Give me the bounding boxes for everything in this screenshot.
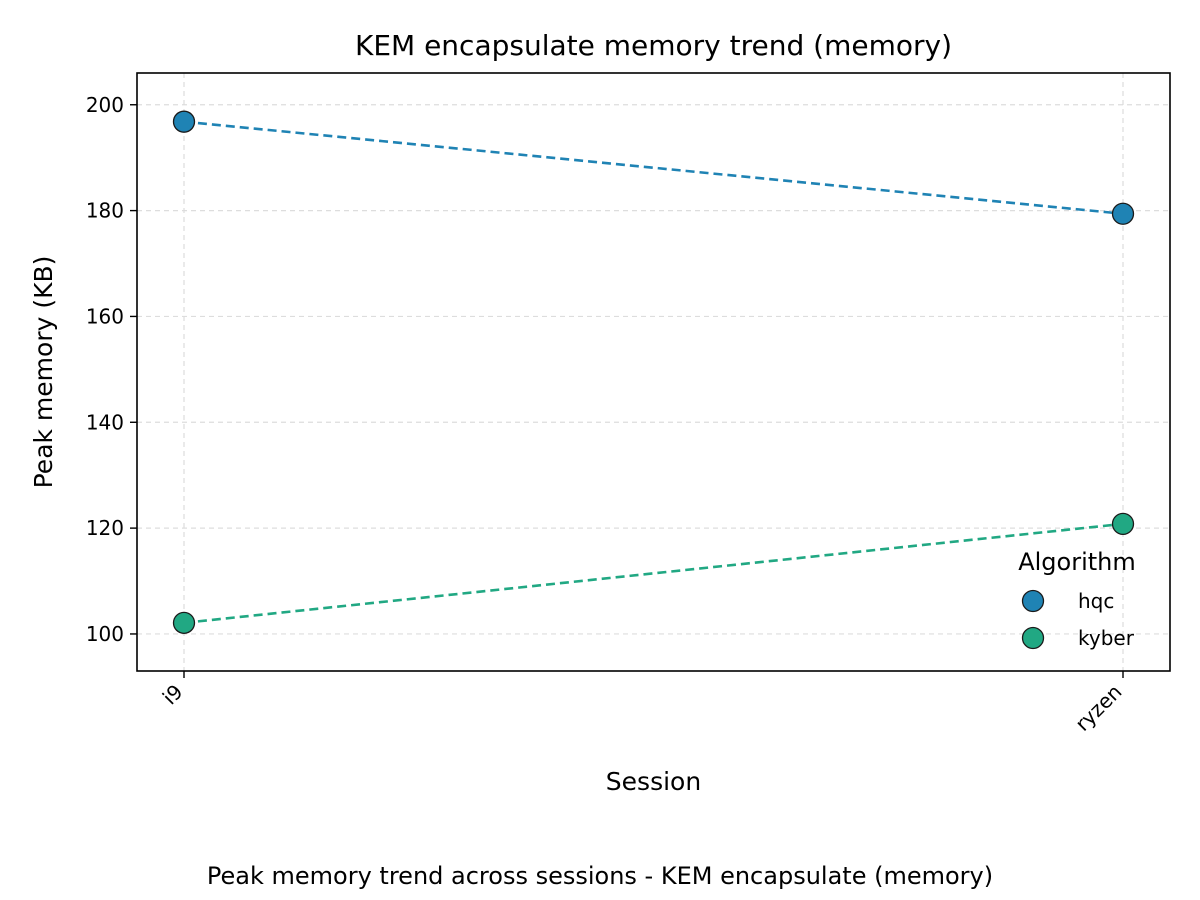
y-tick-label: 140 — [86, 410, 124, 434]
chart-title: KEM encapsulate memory trend (memory) — [355, 29, 952, 62]
plot-frame — [136, 72, 1171, 672]
legend-entry-label: kyber — [1078, 626, 1135, 650]
y-axis-label: Peak memory (KB) — [29, 256, 58, 489]
series-layer — [172, 110, 1135, 634]
legend: Algorithm hqc kyber — [1018, 548, 1136, 650]
figure-caption: Peak memory trend across sessions - KEM … — [206, 862, 994, 890]
data-point-kyber — [1111, 512, 1135, 536]
y-tick-label: 200 — [86, 93, 124, 117]
data-point-hqc — [1111, 202, 1135, 225]
x-tick-label: i9 — [158, 680, 188, 710]
series-line-kyber — [183, 522, 1124, 625]
x-axis-label: Session — [606, 767, 701, 796]
y-tick-label: 120 — [86, 516, 124, 540]
data-point-kyber — [172, 611, 196, 634]
grid-lines — [137, 73, 1170, 671]
y-tick-label: 160 — [86, 304, 124, 328]
y-tick-label: 180 — [86, 199, 124, 223]
y-tick-label: 100 — [86, 622, 124, 646]
legend-entry-label: hqc — [1078, 589, 1114, 613]
legend-marker-kyber — [1021, 626, 1045, 650]
legend-title: Algorithm — [1018, 548, 1136, 576]
x-tick-label: ryzen — [1070, 680, 1126, 736]
series-line-hqc — [183, 120, 1124, 216]
axes: 100 120 140 160 180 200 i9 ryzen — [86, 93, 1127, 736]
legend-marker-hqc — [1021, 589, 1045, 613]
data-point-hqc — [172, 110, 196, 133]
